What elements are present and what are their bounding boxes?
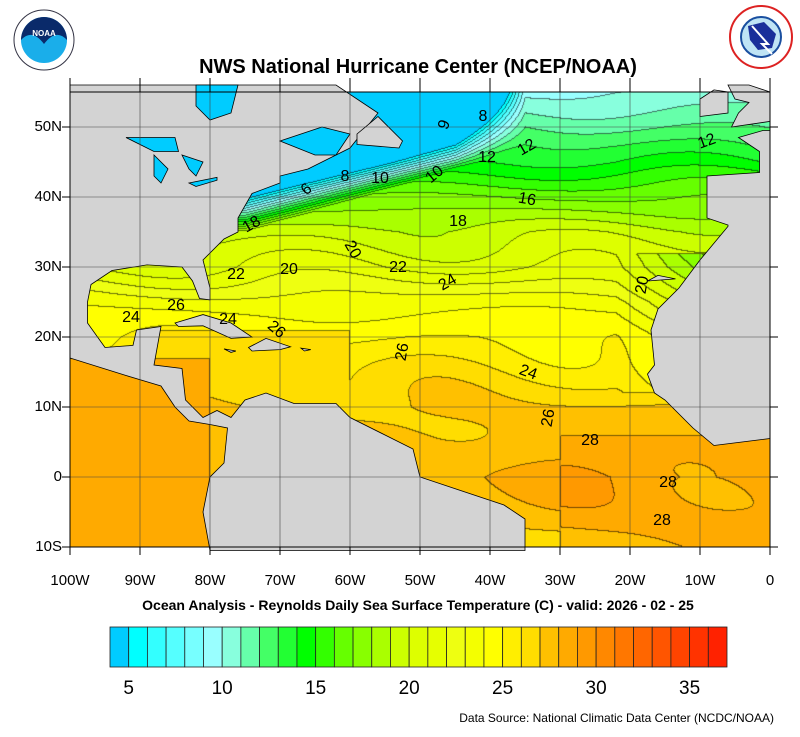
colorbar-swatch	[633, 626, 653, 668]
contour-label: 26	[538, 407, 559, 429]
lon-label: 60W	[334, 572, 366, 589]
colorbar-swatch	[427, 626, 447, 668]
colorbar-swatch	[371, 626, 391, 668]
data-source: Data Source: National Climatic Data Cent…	[459, 711, 774, 725]
map-subtitle: Ocean Analysis - Reynolds Daily Sea Surf…	[142, 597, 694, 613]
gulf-st-lawrence	[278, 126, 351, 156]
lat-label: 30N	[34, 258, 62, 275]
noaa-logo-text: NOAA	[32, 29, 56, 38]
map-frame	[69, 91, 771, 548]
lon-label: 0	[765, 572, 775, 589]
lake-superior	[125, 137, 180, 152]
cuba	[174, 314, 254, 339]
colorbar-swatch	[614, 626, 634, 668]
contour-label: 18	[449, 213, 467, 230]
colorbar-label: 15	[305, 678, 327, 699]
contour-label: 28	[653, 512, 671, 529]
land-americas	[69, 84, 526, 551]
colorbar-swatch	[520, 626, 541, 668]
contour-label: 16	[516, 189, 538, 210]
colorbar-swatch	[558, 626, 578, 668]
lat-label: 20N	[34, 328, 62, 345]
colorbar-swatch	[539, 626, 560, 668]
contour-label: 22	[227, 266, 245, 283]
colorbar-swatch	[577, 626, 597, 668]
contour-label: 26	[392, 341, 413, 363]
colorbar-swatch	[408, 626, 429, 668]
lat-label: 0	[53, 468, 62, 485]
lon-label: 50W	[404, 572, 436, 589]
colorbar-swatch	[352, 626, 373, 668]
hudson-bay	[195, 84, 239, 121]
colorbar-swatch	[502, 626, 522, 668]
lon-label: 100W	[50, 572, 90, 589]
contour-label: 26	[167, 297, 185, 314]
contour-label: 24	[219, 311, 237, 328]
lat-label: 40N	[34, 188, 62, 205]
contour-label: 10	[371, 170, 389, 187]
lon-label: 10W	[684, 572, 716, 589]
contour-label: 8	[340, 168, 350, 185]
colorbar-swatch	[165, 626, 186, 668]
colorbar-swatch	[689, 626, 709, 668]
lat-label: 50N	[34, 118, 62, 135]
colorbar-swatch	[277, 626, 298, 668]
newfoundland	[356, 115, 403, 149]
lon-label: 90W	[124, 572, 156, 589]
contour-label: 8	[478, 108, 488, 125]
lake-michigan	[153, 154, 169, 184]
lon-label: 80W	[194, 572, 226, 589]
colorbar-label: 35	[679, 678, 701, 699]
colorbar-swatch	[333, 626, 354, 668]
puerto-rico	[299, 347, 311, 352]
colorbar-swatch	[128, 626, 148, 668]
contour-label: 12	[478, 149, 496, 166]
noaa-logo: NOAA	[13, 9, 75, 71]
colorbar-swatch	[203, 626, 223, 668]
lat-label: 10S	[35, 538, 62, 555]
colorbar-swatch	[651, 626, 672, 668]
lat-label: 10N	[34, 398, 62, 415]
colorbar-swatch	[464, 626, 485, 668]
colorbar-label: 5	[123, 678, 134, 699]
colorbar-swatch	[595, 626, 616, 668]
colorbar-label: 25	[492, 678, 514, 699]
colorbar-swatch	[184, 626, 204, 668]
colorbar-swatch	[670, 626, 691, 668]
colorbar-swatch	[315, 626, 335, 668]
colorbar-swatch	[390, 626, 410, 668]
colorbar-swatch	[707, 626, 728, 668]
jamaica	[223, 348, 237, 353]
lon-label: 20W	[614, 572, 646, 589]
colorbar-swatch	[109, 626, 130, 668]
contour-label: 24	[122, 309, 140, 326]
colorbar-label: 30	[585, 678, 607, 699]
colorbar-swatch	[296, 626, 317, 668]
contour-label: 22	[389, 259, 407, 276]
colorbar-label: 10	[211, 678, 233, 699]
contour-label: 28	[659, 474, 677, 491]
lon-label: 30W	[544, 572, 576, 589]
colorbar-swatch	[146, 626, 167, 668]
colorbar-label: 20	[398, 678, 420, 699]
lon-label: 40W	[474, 572, 506, 589]
canary-islands	[647, 274, 676, 282]
colorbar-swatch	[483, 626, 504, 668]
lon-label: 70W	[264, 572, 296, 589]
colorbar-swatch	[259, 626, 279, 668]
colorbar-swatch	[240, 626, 260, 668]
page-title: NWS National Hurricane Center (NCEP/NOAA…	[199, 56, 637, 78]
nws-logo	[729, 5, 793, 69]
contour-label: 20	[280, 261, 298, 278]
colorbar-swatch	[446, 626, 466, 668]
lake-huron	[181, 154, 204, 177]
contour-label: 28	[581, 432, 599, 449]
colorbar-swatch	[221, 626, 242, 668]
contour-label: 20	[632, 274, 653, 296]
